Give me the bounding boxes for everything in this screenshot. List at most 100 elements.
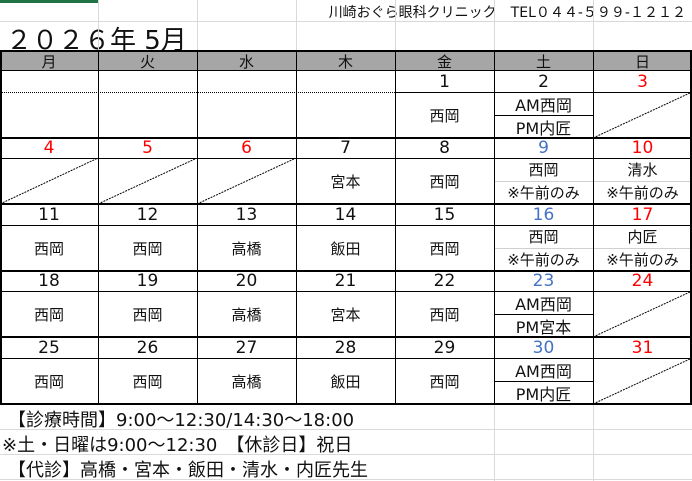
am-doctor[interactable]: 西岡: [528, 228, 559, 246]
doctor-name[interactable]: 西岡: [132, 305, 163, 324]
doctor-name[interactable]: 西岡: [33, 305, 64, 324]
row-border: [0, 158, 692, 159]
column-border: [296, 51, 297, 404]
gridline: [0, 21, 692, 22]
doctor-name[interactable]: 西岡: [132, 372, 163, 391]
pm-doctor[interactable]: PM内匠: [515, 384, 572, 404]
doctor-name[interactable]: 西岡: [429, 305, 460, 324]
date-number: 8: [439, 138, 450, 158]
weekday-label: 月: [41, 52, 57, 71]
date-number: 3: [637, 71, 648, 92]
gridline: [0, 479, 692, 480]
am-doctor[interactable]: 西岡: [528, 161, 559, 179]
pm-doctor[interactable]: ※午前のみ: [606, 184, 679, 202]
am-doctor[interactable]: 清水: [627, 161, 658, 179]
weekday-label: 水: [238, 52, 254, 71]
pm-doctor[interactable]: PM内匠: [515, 118, 572, 138]
date-number: 15: [433, 204, 456, 225]
doctor-name[interactable]: 宮本: [330, 172, 361, 191]
closed-diagonal: [197, 158, 296, 204]
row-border: [0, 358, 692, 359]
closed-diagonal: [593, 92, 692, 138]
table-border: [0, 70, 692, 71]
date-number: 11: [38, 204, 60, 225]
weekday-header: [0, 51, 692, 71]
date-number: 28: [334, 337, 357, 358]
closed-diagonal: [593, 291, 692, 337]
split-line: [494, 314, 593, 315]
date-number: 25: [38, 337, 60, 358]
doctor-name[interactable]: 高橋: [231, 305, 262, 324]
column-border: [494, 51, 495, 404]
week-border: [0, 403, 692, 405]
gridline: [593, 0, 594, 51]
doctor-name[interactable]: 飯田: [330, 239, 361, 258]
doctor-name[interactable]: 西岡: [429, 106, 460, 125]
pm-doctor[interactable]: ※午前のみ: [507, 251, 580, 269]
doctor-name[interactable]: 高橋: [231, 372, 262, 391]
column-border: [395, 51, 396, 404]
doctor-name[interactable]: 西岡: [429, 239, 460, 258]
weekday-label: 金: [436, 52, 452, 71]
split-line: [593, 248, 692, 249]
cell-selection-indicator: [0, 0, 98, 3]
weekday-label: 日: [634, 52, 650, 71]
am-doctor[interactable]: AM西岡: [515, 361, 572, 381]
doctor-name[interactable]: 宮本: [330, 305, 361, 324]
week-border: [0, 203, 692, 205]
date-number: 24: [631, 271, 654, 291]
date-number: 29: [433, 337, 456, 358]
row-border: [395, 92, 692, 93]
split-line: [494, 115, 593, 116]
doctor-name[interactable]: 飯田: [330, 372, 361, 391]
date-number: 7: [340, 138, 351, 158]
column-border: [98, 51, 99, 404]
date-number: 13: [235, 204, 258, 225]
split-line: [494, 248, 593, 249]
date-number: 21: [334, 271, 357, 291]
column-border: [593, 51, 594, 404]
split-line: [494, 181, 593, 182]
doctor-name[interactable]: 高橋: [231, 239, 262, 258]
doctor-name[interactable]: 西岡: [33, 372, 64, 391]
clinic-header: 川崎おぐら眼科クリニック TEL０４４-５９９-１２１２: [328, 5, 686, 21]
date-number: 19: [136, 271, 159, 291]
closed-diagonal: [98, 158, 197, 204]
gridline: [296, 0, 297, 51]
table-border: [0, 50, 692, 52]
split-line: [494, 381, 593, 382]
am-doctor[interactable]: AM西岡: [515, 95, 572, 115]
date-number: 16: [532, 204, 555, 225]
row-border: [0, 291, 692, 292]
pm-doctor[interactable]: ※午前のみ: [507, 184, 580, 202]
gridline: [494, 0, 495, 51]
date-number: 18: [38, 271, 60, 291]
gridline: [0, 454, 692, 455]
date-number: 2: [538, 71, 549, 92]
closed-diagonal: [0, 158, 98, 204]
gridline: [395, 0, 396, 51]
date-number: 31: [631, 337, 654, 358]
date-number: 23: [532, 271, 555, 291]
week-border: [0, 270, 692, 272]
substitute-note: 【代診】高橋・宮本・飯田・清水・内匠先生: [8, 460, 368, 481]
date-number: 20: [235, 271, 258, 291]
doctor-name[interactable]: 西岡: [132, 239, 163, 258]
doctor-name[interactable]: 西岡: [429, 372, 460, 391]
week-border: [0, 137, 692, 139]
date-number: 27: [235, 337, 258, 358]
am-doctor[interactable]: AM西岡: [515, 294, 572, 314]
weekday-label: 火: [139, 52, 155, 71]
date-number: 22: [433, 271, 456, 291]
date-number: 4: [43, 138, 55, 158]
doctor-name[interactable]: 西岡: [33, 239, 64, 258]
gridline: [494, 404, 495, 481]
doctor-name[interactable]: 西岡: [429, 172, 460, 191]
pm-doctor[interactable]: PM宮本: [515, 317, 572, 337]
column-border: [197, 51, 198, 404]
date-number: 17: [631, 204, 654, 225]
week-border: [0, 336, 692, 338]
pm-doctor[interactable]: ※午前のみ: [606, 251, 679, 269]
am-doctor[interactable]: 内匠: [627, 228, 658, 246]
